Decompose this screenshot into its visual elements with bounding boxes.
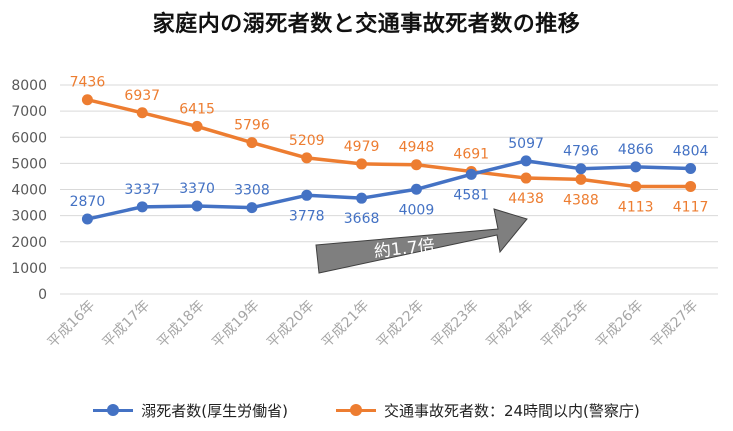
- data-label: 4691: [453, 146, 489, 162]
- y-tick-label: 6000: [11, 130, 47, 146]
- y-tick-label: 4000: [11, 183, 47, 199]
- data-point: [136, 107, 148, 119]
- data-point: [575, 173, 587, 185]
- x-tick-label: 平成19年: [209, 298, 263, 352]
- data-point: [301, 189, 313, 201]
- data-label: 4948: [399, 140, 435, 156]
- data-point: [246, 137, 258, 149]
- data-label: 5796: [234, 118, 270, 134]
- data-point: [191, 120, 203, 132]
- data-point: [301, 152, 313, 164]
- x-tick-label: 平成27年: [648, 298, 702, 352]
- data-label: 4009: [399, 202, 435, 218]
- x-tick-label: 平成18年: [154, 298, 208, 352]
- series-traffic: 7436 6937 6415 5796 5209 4979 4948 4691 4438 4388…: [70, 75, 709, 216]
- data-point: [520, 155, 532, 167]
- data-point: [685, 162, 697, 174]
- data-point: [246, 202, 258, 214]
- data-label: 4804: [673, 143, 709, 159]
- growth-arrow: [315, 208, 528, 274]
- data-point: [630, 181, 642, 193]
- chart-title: 家庭内の溺死者数と交通事故死者数の推移: [152, 12, 581, 37]
- gridlines: [60, 84, 718, 295]
- legend: 溺死者数(厚生労働省) 交通事故死者数：24時間以内(警察庁): [0, 396, 733, 424]
- data-point: [81, 213, 93, 225]
- data-label: 3308: [234, 183, 270, 199]
- data-point: [410, 159, 422, 171]
- data-point: [136, 201, 148, 213]
- data-label: 4581: [453, 187, 489, 203]
- data-label: 5209: [289, 133, 325, 149]
- data-point: [81, 94, 93, 106]
- data-label: 4866: [618, 142, 654, 158]
- x-tick-label: 平成26年: [593, 298, 647, 352]
- series-group: 7436 6937 6415 5796 5209 4979 4948 4691 4438 4388…: [70, 75, 709, 227]
- legend-swatch-orange: [335, 403, 376, 417]
- legend-item-traffic: 交通事故死者数：24時間以内(警察庁): [335, 400, 640, 421]
- legend-label-drowning: 溺死者数(厚生労働省): [141, 401, 288, 420]
- data-label: 3370: [179, 181, 215, 197]
- x-tick-label: 平成22年: [374, 298, 428, 352]
- data-point: [575, 163, 587, 175]
- data-label: 6937: [124, 88, 160, 104]
- data-label: 2870: [70, 194, 106, 210]
- x-tick-label: 平成24年: [483, 298, 537, 352]
- y-tick-label: 7000: [11, 104, 47, 120]
- data-point: [520, 172, 532, 184]
- x-tick-label: 平成17年: [99, 298, 153, 352]
- data-label: 6415: [179, 101, 215, 117]
- data-label: 7436: [70, 75, 106, 91]
- data-label: 4113: [618, 200, 654, 216]
- data-point: [685, 180, 697, 192]
- data-label: 4796: [563, 144, 599, 160]
- data-label: 4979: [344, 139, 380, 155]
- legend-label-traffic: 交通事故死者数：24時間以内(警察庁): [383, 401, 640, 420]
- x-tick-label: 平成23年: [428, 298, 482, 352]
- x-tick-label: 平成16年: [45, 298, 99, 352]
- y-tick-label: 5000: [11, 156, 47, 172]
- x-tick-label: 平成25年: [538, 298, 592, 352]
- y-tick-label: 2000: [11, 235, 47, 251]
- y-tick-label: 3000: [11, 209, 47, 225]
- data-label: 3337: [124, 182, 160, 198]
- data-label: 3668: [344, 211, 380, 227]
- x-tick-label: 平成20年: [264, 298, 318, 352]
- data-point: [630, 161, 642, 173]
- series-line: [87, 159, 691, 221]
- legend-item-drowning: 溺死者数(厚生労働省): [93, 400, 288, 421]
- data-label: 4388: [563, 192, 599, 208]
- x-axis-ticks: 平成16年 平成17年 平成18年 平成19年 平成20年 平成21年 平成22年 平成23年…: [45, 298, 702, 352]
- y-tick-label: 8000: [11, 78, 47, 94]
- data-point: [356, 192, 368, 204]
- y-tick-label: 0: [38, 287, 47, 303]
- data-point: [410, 183, 422, 195]
- series-line: [87, 98, 691, 189]
- y-axis-ticks: 8000 7000 6000 5000 4000 3000 2000 1000 0: [11, 78, 47, 303]
- data-label: 4438: [508, 191, 544, 207]
- legend-swatch-blue: [93, 403, 134, 417]
- data-label: 5097: [508, 136, 544, 152]
- data-point: [465, 168, 477, 180]
- data-point: [356, 158, 368, 170]
- data-point: [191, 200, 203, 212]
- y-tick-label: 1000: [11, 261, 47, 277]
- series-drowning: 2870 3337 3370 3308 3778 3668 4009 4581 5097 4796…: [70, 136, 709, 227]
- data-label: 3778: [289, 208, 325, 224]
- data-label: 4117: [673, 199, 709, 215]
- x-tick-label: 平成21年: [319, 298, 373, 352]
